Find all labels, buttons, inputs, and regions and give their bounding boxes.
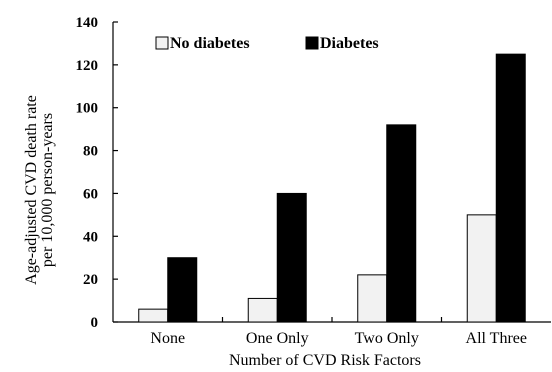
bar-diabetes-one-only: [276, 192, 307, 323]
y-axis-title-line-2: per 10,000 person-years: [39, 113, 56, 267]
y-tick-label-140: 140: [76, 15, 99, 31]
bar-no-diabetes-two-only: [357, 274, 388, 323]
y-axis-title: Age-adjusted CVD death rate per 10,000 p…: [23, 95, 56, 285]
legend-swatch-no-diabetes: [155, 36, 169, 50]
x-tick-label-none: None: [150, 330, 185, 347]
bar-diabetes-none: [167, 257, 198, 323]
x-axis-title: Number of CVD Risk Factors: [229, 352, 421, 369]
legend-swatch-diabetes: [305, 36, 319, 50]
x-tick-label-two-only: Two Only: [355, 330, 419, 347]
y-tick-label-100: 100: [76, 101, 99, 117]
y-axis-title-line-1: Age-adjusted CVD death rate: [23, 95, 40, 285]
y-tick-label-0: 0: [91, 315, 99, 331]
legend: No diabetes Diabetes: [155, 35, 379, 52]
y-tick-label-40: 40: [83, 229, 98, 245]
legend-label-no-diabetes: No diabetes: [170, 35, 250, 52]
bar-no-diabetes-one-only: [247, 297, 278, 323]
legend-label-diabetes: Diabetes: [320, 35, 379, 52]
bar-no-diabetes-all-three: [466, 214, 497, 323]
x-tick-label-all-three: All Three: [466, 330, 527, 347]
y-tick-label-20: 20: [83, 272, 98, 288]
bar-diabetes-all-three: [495, 53, 526, 323]
bar-diabetes-two-only: [386, 124, 417, 323]
x-tick-label-one-only: One Only: [246, 330, 309, 347]
y-tick-label-60: 60: [83, 186, 98, 202]
plot-area: 0 20 40 60 80 100 120 140 None One Only Two Only Al…: [76, 15, 551, 347]
bar-no-diabetes-none: [138, 308, 169, 323]
y-tick-label-80: 80: [83, 144, 98, 160]
y-tick-label-120: 120: [76, 58, 99, 74]
